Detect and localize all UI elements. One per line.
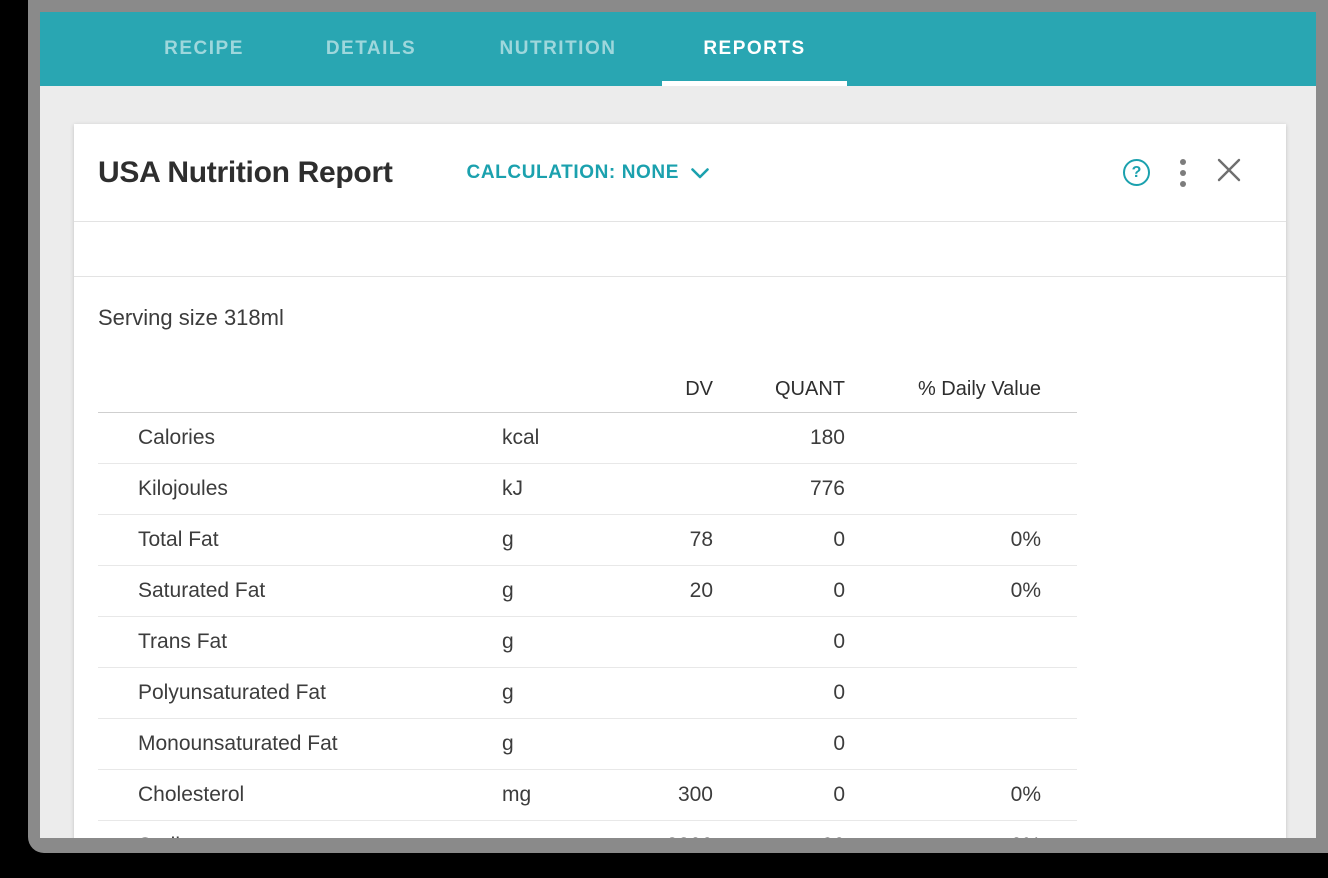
tab-bar: RECIPE DETAILS NUTRITION REPORTS	[40, 12, 1316, 86]
page-title: USA Nutrition Report	[98, 155, 393, 189]
cell-dv: 300	[677, 783, 713, 806]
cell-quant: 180	[809, 426, 845, 449]
tab-details[interactable]: DETAILS	[325, 38, 417, 59]
tab-nutrition[interactable]: NUTRITION	[499, 38, 617, 59]
cell-label: Cholesterol	[138, 783, 245, 806]
cell-unit: kJ	[502, 477, 523, 500]
close-icon	[1216, 157, 1242, 188]
overflow-menu-button[interactable]	[1174, 155, 1192, 191]
cell-dv: 20	[689, 579, 713, 602]
cell-dv: 78	[689, 528, 713, 551]
app-screen: RECIPE DETAILS NUTRITION REPORTS USA Nutrit…	[40, 12, 1316, 838]
cell-label: Saturated Fat	[138, 579, 266, 602]
cell-unit: g	[502, 579, 514, 602]
table-row: Monounsaturated Fat g 0	[98, 719, 1077, 770]
kebab-dot	[1180, 169, 1186, 176]
content-area: USA Nutrition Report CALCULATION: NONE ?	[40, 86, 1316, 838]
window-frame: RECIPE DETAILS NUTRITION REPORTS USA Nutrit…	[28, 0, 1328, 853]
kebab-dot	[1180, 158, 1186, 165]
cell-label: Calories	[138, 426, 216, 449]
table-row: Kilojoules kJ 776	[98, 464, 1077, 515]
report-card-header: USA Nutrition Report CALCULATION: NONE ?	[74, 124, 1286, 222]
cell-quant: 0	[833, 579, 845, 602]
cell-label: Trans Fat	[138, 630, 228, 653]
cell-unit: mg	[502, 834, 612, 838]
calculation-dropdown-label: CALCULATION: NONE	[466, 161, 680, 183]
cell-unit: mg	[502, 783, 532, 806]
cell-quant: 0	[833, 630, 845, 653]
cell-dv: 2300	[612, 834, 713, 838]
cell-unit: g	[502, 630, 514, 653]
cell-label: Total Fat	[138, 528, 219, 551]
header-actions: ?	[1123, 155, 1242, 191]
cell-quant: 0	[833, 528, 845, 551]
cell-quant: 90	[713, 834, 845, 838]
report-card: USA Nutrition Report CALCULATION: NONE ?	[74, 124, 1286, 838]
cell-quant: 0	[833, 783, 845, 806]
cell-label: Kilojoules	[138, 477, 228, 500]
cell-quant: 0	[833, 681, 845, 704]
table-rows-container: Calories kcal 180 Kilojoules kJ 776 Total Fat g…	[98, 413, 1077, 838]
serving-size-text: Serving size 318ml	[98, 305, 284, 330]
calculation-dropdown[interactable]: CALCULATION: NONE	[467, 160, 710, 185]
report-body: Serving size 318ml DV QUANT % Daily Valu…	[74, 277, 1286, 838]
table-row: Total Fat g 78 0 0%	[98, 515, 1077, 566]
column-header-quant: QUANT	[775, 378, 845, 400]
cell-pct: 0%	[1010, 783, 1041, 806]
column-header-dv: DV	[685, 378, 713, 400]
cell-quant: 0	[833, 732, 845, 755]
cell-pct: 0%	[1010, 579, 1041, 602]
help-button[interactable]: ?	[1123, 159, 1150, 186]
cell-label: Polyunsaturated Fat	[138, 681, 326, 704]
cell-unit: g	[502, 732, 514, 755]
table-header-row: DV QUANT % Daily Value	[98, 367, 1077, 413]
cell-label: Monounsaturated Fat	[138, 732, 338, 755]
toolbar-strip	[74, 222, 1286, 277]
close-button[interactable]	[1216, 157, 1242, 188]
cell-pct: 0%	[845, 834, 1077, 838]
cell-quant: 776	[809, 477, 845, 500]
cell-unit: g	[502, 528, 514, 551]
cell-label: Sodium	[98, 834, 502, 838]
cell-unit: kcal	[502, 426, 540, 449]
table-row: Calories kcal 180	[98, 413, 1077, 464]
column-header-pct: % Daily Value	[917, 378, 1041, 400]
table-row: Saturated Fat g 20 0 0%	[98, 566, 1077, 617]
table-row: Trans Fat g 0	[98, 617, 1077, 668]
chevron-down-icon	[691, 163, 709, 185]
cell-pct: 0%	[1010, 528, 1041, 551]
tab-reports[interactable]: REPORTS	[662, 12, 847, 86]
cell-unit: g	[502, 681, 514, 704]
table-row: Polyunsaturated Fat g 0	[98, 668, 1077, 719]
question-mark-icon: ?	[1131, 163, 1142, 181]
tab-recipe[interactable]: RECIPE	[164, 38, 244, 59]
table-row: Cholesterol mg 300 0 0%	[98, 770, 1077, 821]
nutrition-table: DV QUANT % Daily Value Calories kcal 180 Ki…	[98, 367, 1077, 838]
table-row: Sodiummg2300900%	[98, 821, 1077, 838]
kebab-dot	[1180, 180, 1186, 187]
